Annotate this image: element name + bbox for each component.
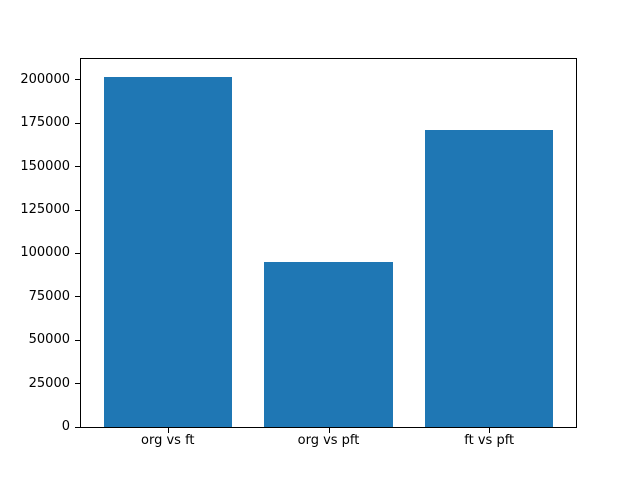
bar-org-vs-ft <box>103 76 233 427</box>
x-tick-mark <box>489 428 491 433</box>
x-tick-mark <box>328 428 330 433</box>
y-tick-label: 150000 <box>20 158 70 174</box>
plot-area <box>75 58 577 433</box>
y-tick-label: 25000 <box>28 375 70 391</box>
y-tick-mark <box>75 122 80 124</box>
y-tick-mark <box>75 209 80 211</box>
x-tick-label: org vs ft <box>141 433 195 448</box>
x-tick-mark <box>167 428 169 433</box>
y-tick-mark <box>75 296 80 298</box>
bar-ft-vs-pft <box>424 130 554 427</box>
y-tick-label: 0 <box>61 419 70 434</box>
x-tick-label: org vs pft <box>297 433 360 448</box>
y-tick-label: 125000 <box>20 202 70 218</box>
y-tick-label: 50000 <box>28 332 70 348</box>
y-tick-mark <box>75 426 80 428</box>
y-tick-label: 100000 <box>20 245 70 261</box>
y-tick-mark <box>75 252 80 254</box>
y-tick-mark <box>75 339 80 341</box>
y-tick-mark <box>75 79 80 81</box>
y-tick-label: 75000 <box>28 288 70 304</box>
y-tick-label: 175000 <box>20 115 70 131</box>
y-tick-mark <box>75 383 80 385</box>
x-axis: org vs ft org vs pft ft vs pft <box>80 433 577 453</box>
bar-org-vs-pft <box>264 262 393 427</box>
y-tick-mark <box>75 166 80 168</box>
y-tick-label: 200000 <box>20 71 70 87</box>
x-tick-label: ft vs pft <box>464 433 515 448</box>
y-axis: 0 25000 50000 75000 100000 125000 150000 175000… <box>0 58 70 433</box>
